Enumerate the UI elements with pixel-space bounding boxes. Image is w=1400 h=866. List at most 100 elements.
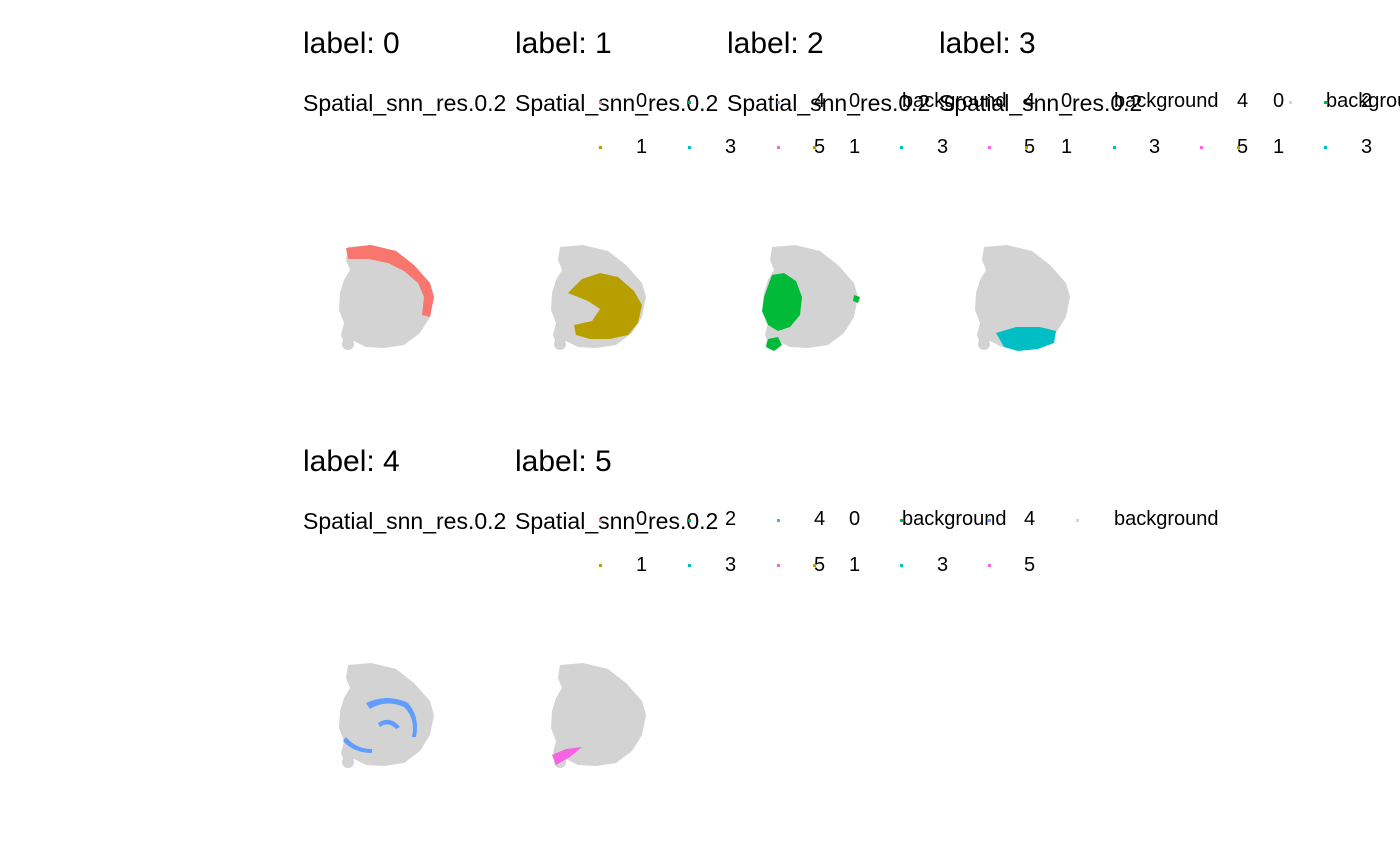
legend-item-label: 1 xyxy=(849,136,861,158)
legend-item-label: 4 xyxy=(1237,90,1249,112)
facet-plot-1 xyxy=(538,235,658,360)
legend-item-label: 3 xyxy=(725,554,737,576)
legend-item-label: 4 xyxy=(1024,508,1036,530)
tissue-background xyxy=(975,245,1070,348)
legend-key xyxy=(777,101,780,104)
facet-plot-5 xyxy=(538,653,658,778)
facet-title-0: label: 0 xyxy=(303,27,400,60)
tissue-svg-0 xyxy=(339,245,434,350)
legend-item-label: 4 xyxy=(814,508,826,530)
legend-item-label: 3 xyxy=(937,136,949,158)
legend-item-label: 1 xyxy=(636,554,648,576)
facet-plot-2 xyxy=(750,235,870,360)
legend-key xyxy=(988,564,991,567)
legend-key xyxy=(1324,146,1327,149)
cluster-region-4 xyxy=(366,698,417,737)
facet-plot-0 xyxy=(326,235,446,360)
legend-key xyxy=(1113,146,1116,149)
tissue-svg-1 xyxy=(551,245,646,350)
cluster-region-2 xyxy=(762,273,802,331)
legend-key xyxy=(1237,146,1240,149)
tissue-background xyxy=(342,756,354,768)
legend-title: Spatial_snn_res.0.2 xyxy=(515,90,719,116)
facet-plot-4 xyxy=(326,653,446,778)
legend-key xyxy=(988,519,991,522)
tissue-background xyxy=(342,338,354,350)
legend-title: Spatial_snn_res.0.2 xyxy=(303,90,507,116)
tissue-background xyxy=(554,338,566,350)
legend-item-label: 0 xyxy=(849,508,861,530)
tissue-svg-5 xyxy=(551,663,646,768)
legend-key xyxy=(1324,101,1327,104)
legend-item-label: 0 xyxy=(636,508,648,530)
tissue-background xyxy=(978,338,990,350)
cluster-region-1 xyxy=(568,273,642,339)
legend-key xyxy=(688,564,691,567)
legend-item-label: 5 xyxy=(1024,554,1036,576)
legend-item-label: 5 xyxy=(1237,136,1249,158)
legend-item-label: 0 xyxy=(1273,90,1285,112)
facet-title-5: label: 5 xyxy=(515,445,612,478)
legend-item-label: 3 xyxy=(1149,136,1161,158)
legend-key xyxy=(777,519,780,522)
legend-item-label: background xyxy=(1326,90,1400,112)
legend-key xyxy=(900,146,903,149)
legend-item-label: 0 xyxy=(636,90,648,112)
cluster-region-2 xyxy=(766,337,782,351)
cluster-region-0 xyxy=(346,245,434,317)
legend-item-label: 5 xyxy=(814,554,826,576)
legend-item-label: 3 xyxy=(937,554,949,576)
legend-item-label: background xyxy=(1114,90,1219,112)
legend-title: Spatial_snn_res.0.2 xyxy=(727,90,931,116)
legend-item-label: 2 xyxy=(725,508,737,530)
tissue-svg-3 xyxy=(975,245,1070,351)
legend-key xyxy=(688,146,691,149)
legend-title: Spatial_snn_res.0.2 xyxy=(939,90,1143,116)
legend-key xyxy=(777,146,780,149)
legend-item-label: 0 xyxy=(849,90,861,112)
cluster-region-3 xyxy=(996,327,1056,351)
legend-item-label: 1 xyxy=(636,136,648,158)
legend-key xyxy=(688,101,691,104)
facet-title-1: label: 1 xyxy=(515,27,612,60)
legend-title: Spatial_snn_res.0.2 xyxy=(515,508,719,534)
tissue-background xyxy=(551,663,646,766)
facet-title-2: label: 2 xyxy=(727,27,824,60)
facet-plot-3 xyxy=(962,235,1082,360)
tissue-svg-4 xyxy=(339,663,434,768)
legend-item-label: 3 xyxy=(725,136,737,158)
legend-item-label: background xyxy=(902,90,1007,112)
legend-title: Spatial_snn_res.0.2 xyxy=(303,508,507,534)
legend-key xyxy=(599,519,602,522)
legend-item-label: 5 xyxy=(814,136,826,158)
tissue-background xyxy=(339,663,434,766)
legend-item-label: 2 xyxy=(1361,90,1373,112)
legend-key xyxy=(599,101,602,104)
legend-item-label: 5 xyxy=(1024,136,1036,158)
legend-item-label: 1 xyxy=(1061,136,1073,158)
legend-key xyxy=(1025,146,1028,149)
legend-key xyxy=(1289,101,1292,104)
legend-item-label: 4 xyxy=(814,90,826,112)
cluster-region-4 xyxy=(378,719,400,729)
legend-item-label: 1 xyxy=(849,554,861,576)
legend-item-label: 4 xyxy=(1024,90,1036,112)
facet-title-3: label: 3 xyxy=(939,27,1036,60)
legend-item-label: background xyxy=(1114,508,1219,530)
legend-key xyxy=(599,564,602,567)
cluster-region-4 xyxy=(343,737,372,753)
legend-key xyxy=(900,564,903,567)
cluster-region-2 xyxy=(853,295,860,303)
legend-key xyxy=(599,146,602,149)
legend-key xyxy=(1200,146,1203,149)
legend-key xyxy=(777,564,780,567)
legend-key xyxy=(813,564,816,567)
cluster-region-5 xyxy=(552,747,582,765)
legend-item-label: background xyxy=(902,508,1007,530)
legend-key xyxy=(900,519,903,522)
tissue-svg-2 xyxy=(762,245,860,351)
legend-key xyxy=(688,519,691,522)
legend-item-label: 0 xyxy=(1061,90,1073,112)
legend-item-label: 3 xyxy=(1361,136,1373,158)
facet-title-4: label: 4 xyxy=(303,445,400,478)
